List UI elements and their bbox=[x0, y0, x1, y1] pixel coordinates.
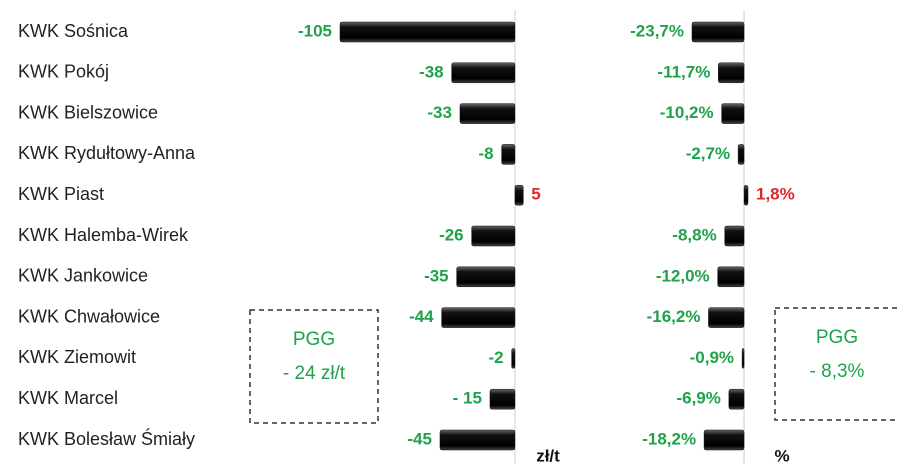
value-label: -0,9% bbox=[690, 348, 734, 367]
value-label: -38 bbox=[419, 62, 444, 81]
bar bbox=[489, 388, 516, 410]
bar bbox=[703, 429, 745, 451]
unit-label: % bbox=[774, 446, 789, 464]
summary-box bbox=[249, 309, 379, 424]
category-label: KWK Pokój bbox=[18, 62, 109, 82]
category-label: KWK Rydułtowy-Anna bbox=[18, 143, 196, 163]
bar bbox=[691, 21, 745, 43]
bar bbox=[459, 103, 516, 124]
summary-box bbox=[774, 307, 899, 421]
value-label: 5 bbox=[531, 185, 540, 204]
category-label: KWK Bielszowice bbox=[18, 102, 158, 122]
value-label: - 15 bbox=[453, 389, 482, 408]
bar bbox=[439, 429, 516, 451]
bar bbox=[441, 307, 516, 328]
summary-text: PGG bbox=[293, 329, 335, 350]
summary-text: PGG bbox=[816, 327, 858, 348]
category-label: KWK Sośnica bbox=[18, 21, 129, 41]
bar bbox=[718, 62, 745, 84]
bar bbox=[721, 103, 745, 124]
bar bbox=[728, 388, 745, 410]
bar bbox=[743, 184, 749, 206]
bar bbox=[708, 307, 745, 328]
bar bbox=[501, 144, 516, 165]
value-label: -6,9% bbox=[676, 389, 720, 408]
value-label: -18,2% bbox=[642, 429, 696, 448]
category-label: KWK Jankowice bbox=[18, 266, 148, 286]
bar bbox=[737, 144, 745, 165]
category-label: KWK Halemba-Wirek bbox=[18, 225, 189, 245]
bar bbox=[717, 266, 745, 288]
bar bbox=[456, 266, 516, 288]
bar bbox=[339, 21, 516, 43]
summary-text: - 8,3% bbox=[810, 361, 865, 382]
value-label: -23,7% bbox=[630, 21, 684, 40]
value-label: -11,7% bbox=[657, 62, 710, 81]
unit-label: zł/t bbox=[536, 446, 560, 464]
value-label: -2,7% bbox=[686, 144, 730, 163]
value-label: -2 bbox=[489, 348, 504, 367]
value-label: 1,8% bbox=[756, 185, 795, 204]
summary-text: - 24 zł/t bbox=[283, 363, 346, 384]
value-label: -10,2% bbox=[660, 103, 714, 122]
bar bbox=[741, 348, 745, 369]
bar bbox=[471, 225, 516, 247]
value-label: -33 bbox=[427, 103, 452, 122]
value-label: -16,2% bbox=[647, 307, 701, 326]
bar bbox=[451, 62, 516, 84]
category-label: KWK Bolesław Śmiały bbox=[18, 428, 195, 449]
category-label: KWK Chwałowice bbox=[18, 306, 160, 326]
bar bbox=[724, 225, 745, 247]
value-label: -8,8% bbox=[672, 225, 716, 244]
value-label: -26 bbox=[439, 225, 464, 244]
category-label: KWK Ziemowit bbox=[18, 347, 136, 367]
category-label: KWK Marcel bbox=[18, 388, 118, 408]
value-label: -44 bbox=[409, 307, 434, 326]
value-label: -45 bbox=[407, 429, 432, 448]
value-label: -8 bbox=[479, 144, 494, 163]
value-label: -12,0% bbox=[656, 266, 710, 285]
bar bbox=[514, 184, 524, 206]
bar bbox=[511, 348, 516, 369]
value-label: -105 bbox=[298, 21, 332, 40]
category-label: KWK Piast bbox=[18, 184, 104, 204]
value-label: -35 bbox=[424, 266, 449, 285]
